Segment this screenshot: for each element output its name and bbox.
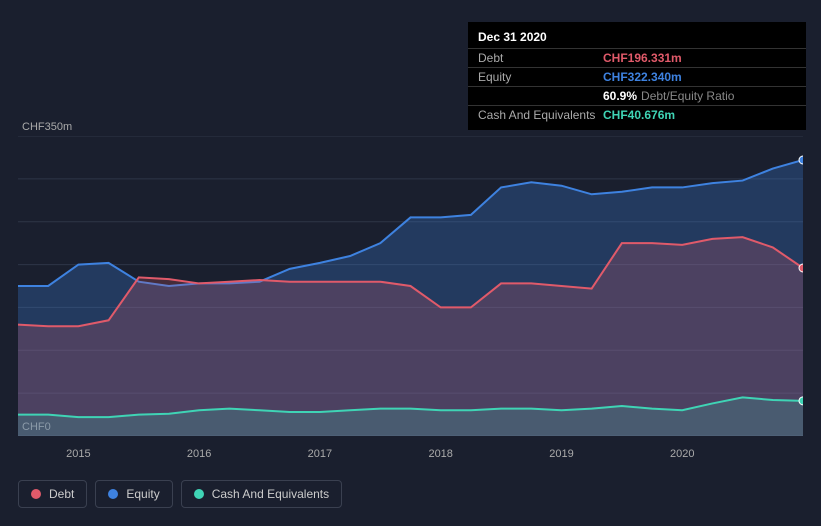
xaxis-tick: 2020 [670,448,694,460]
yaxis-max-label: CHF350m [22,121,72,133]
chart-plot-area[interactable] [18,136,803,436]
tooltip-row-label: Debt [478,51,603,65]
xaxis-tick: 2019 [549,448,573,460]
legend-label: Debt [49,487,74,501]
tooltip-row: 60.9% Debt/Equity Ratio [468,86,806,105]
tooltip-row-label: Cash And Equivalents [478,108,603,122]
tooltip-row-value: CHF196.331m [603,51,682,65]
tooltip-row-value: 60.9% [603,89,637,103]
tooltip-row-value: CHF40.676m [603,108,675,122]
x-axis: 2015 2016 2017 2018 2019 2020 [18,448,803,468]
legend: Debt Equity Cash And Equivalents [18,480,342,508]
legend-label: Equity [126,487,159,501]
tooltip-row-label: Equity [478,70,603,84]
area-chart-svg [18,136,803,436]
tooltip-date: Dec 31 2020 [468,28,806,48]
tooltip-row: Cash And EquivalentsCHF40.676m [468,105,806,124]
equity-end-marker [799,156,803,164]
legend-label: Cash And Equivalents [212,487,329,501]
legend-swatch-icon [194,489,204,499]
tooltip-row-value: CHF322.340m [603,70,682,84]
tooltip-row-label [478,89,603,103]
xaxis-tick: 2016 [187,448,211,460]
legend-swatch-icon [31,489,41,499]
xaxis-tick: 2015 [66,448,90,460]
cash-end-marker [799,397,803,405]
tooltip-panel: Dec 31 2020 DebtCHF196.331mEquityCHF322.… [468,22,806,130]
legend-swatch-icon [108,489,118,499]
debt-end-marker [799,264,803,272]
xaxis-tick: 2017 [308,448,332,460]
xaxis-tick: 2018 [428,448,452,460]
tooltip-row: EquityCHF322.340m [468,67,806,86]
legend-item-equity[interactable]: Equity [95,480,172,508]
tooltip-row: DebtCHF196.331m [468,48,806,67]
legend-item-debt[interactable]: Debt [18,480,87,508]
tooltip-row-suffix: Debt/Equity Ratio [641,89,734,103]
legend-item-cash[interactable]: Cash And Equivalents [181,480,342,508]
